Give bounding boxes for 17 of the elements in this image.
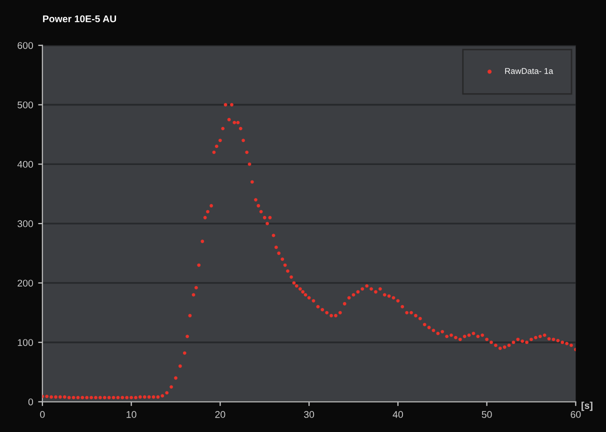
x-tick-label: 0: [40, 411, 45, 418]
x-tick-label: 20: [215, 411, 226, 418]
y-tick-label: 400: [17, 160, 34, 168]
x-tick-label: 60: [570, 411, 581, 418]
y-tick-label: 100: [18, 339, 34, 346]
y-tick-label: 0: [28, 398, 34, 406]
x-tick-label: 30: [304, 411, 314, 418]
y-tick-label: 200: [18, 280, 34, 287]
y-tick-label: 600: [18, 42, 34, 49]
y-tick-label: 300: [18, 220, 34, 228]
x-tick-label: 50: [482, 411, 492, 418]
x-tick-label: 40: [392, 411, 403, 418]
x-axis-title: [s]: [582, 402, 592, 411]
legend-label: RawData- 1a: [505, 68, 554, 74]
chart-title: Power 10E-5 AU: [43, 15, 116, 22]
y-tick-label: 500: [18, 101, 34, 108]
x-tick-label: 10: [126, 411, 136, 418]
